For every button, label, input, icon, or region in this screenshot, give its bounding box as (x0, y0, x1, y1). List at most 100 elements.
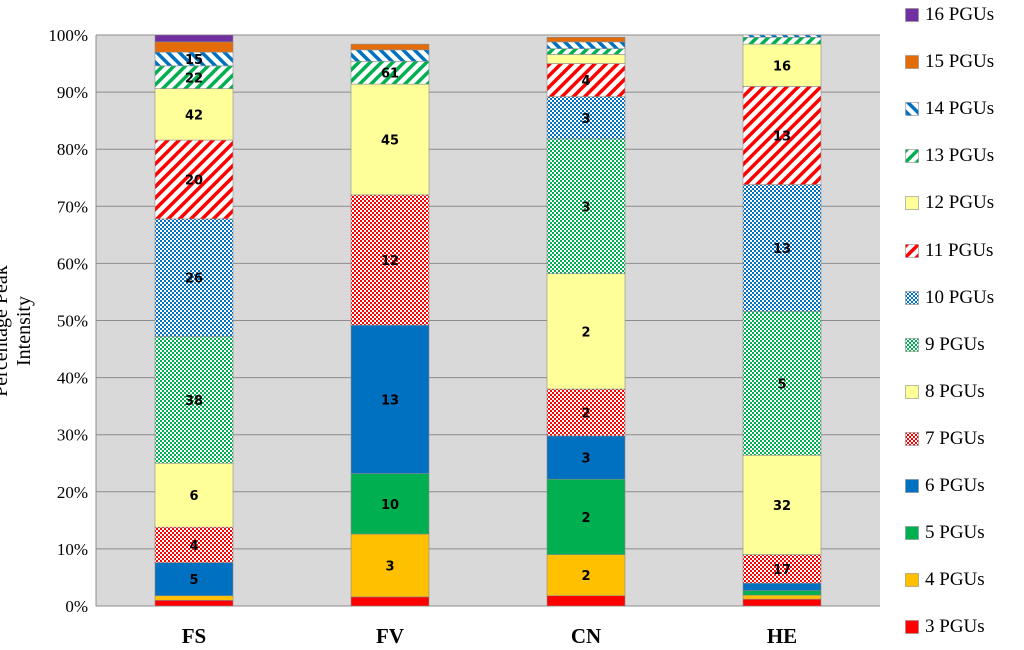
legend: 16 PGUs 15 PGUs 14 PGUs 13 PGUs 12 PGUs 11 PG… (905, 0, 1024, 650)
x-tick-label: FS (182, 624, 207, 648)
y-axis-ticks: 0% 10% 20% 30% 40% 50% 60% 70% 80% 90% 100% (48, 26, 88, 616)
legend-swatch (905, 620, 919, 635)
data-label: 32 (773, 499, 791, 514)
data-label: 13 (773, 129, 791, 144)
data-label: 12 (381, 254, 399, 269)
bar-segment-he-14-pgus (742, 34, 822, 38)
data-label: 10 (381, 498, 399, 513)
legend-label: 6 PGUs (925, 475, 985, 496)
legend-item: 4 PGUs (905, 567, 985, 593)
data-label: 2 (581, 406, 590, 421)
data-label: 15 (185, 53, 203, 68)
bar-segment-cn-15-pgus (546, 36, 626, 43)
data-label: 26 (185, 272, 203, 287)
bar-segment-fs-6-pgus (154, 562, 234, 597)
legend-item: 11 PGUs (905, 238, 993, 264)
bar-segment-fs-7-pgus (154, 526, 234, 563)
bar-segment-he-8-pgus (742, 454, 822, 555)
legend-item: 8 PGUs (905, 379, 985, 405)
bar-segment-he-12-pgus (742, 43, 822, 87)
bar-segment-fs-8-pgus (154, 462, 234, 528)
bar-segment-fv-7-pgus (350, 194, 430, 326)
x-axis-ticks: FS FV CN HE (182, 624, 797, 648)
data-label: 5 (777, 377, 786, 392)
data-label: 3 (581, 200, 590, 215)
data-label: 2 (581, 569, 590, 584)
bar-segment-fs-10-pgus (154, 218, 234, 337)
data-label: 42 (185, 108, 203, 123)
data-label: 13 (773, 242, 791, 257)
data-label: 22 (185, 71, 203, 86)
bar-segment-he-6-pgus (742, 582, 822, 591)
legend-swatch (905, 243, 919, 258)
bar-segment-fv-5-pgus (350, 473, 430, 535)
data-label: 38 (185, 394, 203, 409)
x-tick-label: HE (767, 624, 797, 648)
legend-label: 11 PGUs (925, 239, 994, 261)
legend-swatch (905, 290, 919, 305)
bar-segment-cn-11-pgus (546, 63, 626, 97)
legend-swatch (905, 8, 919, 22)
bar-segment-cn-14-pgus (546, 41, 626, 50)
legend-item: 6 PGUs (905, 473, 985, 499)
bar-segment-he-11-pgus (742, 86, 822, 185)
data-label: 2 (581, 325, 590, 340)
legend-label: 8 PGUs (925, 380, 985, 402)
bar-segment-fv-15-pgus (350, 43, 430, 51)
bar-segment-fv-14-pgus (350, 49, 430, 62)
bar-segment-he-10-pgus (742, 184, 822, 312)
legend-swatch (905, 55, 919, 69)
y-tick-label: 0% (65, 597, 88, 616)
legend-item: 10 PGUs (905, 285, 994, 311)
y-tick-label: 20% (57, 483, 88, 502)
legend-item: 12 PGUs (905, 190, 994, 216)
data-label: 3 (581, 112, 590, 127)
bar-segment-he-13-pgus (742, 36, 822, 45)
legend-swatch (905, 384, 919, 399)
y-tick-label: 30% (57, 426, 88, 445)
legend-item: 3 PGUs (905, 614, 985, 640)
data-label: 4 (189, 539, 198, 554)
bar-segment-fs-11-pgus (154, 139, 234, 220)
bar-segment-cn-9-pgus (546, 138, 626, 274)
legend-swatch (905, 573, 919, 587)
legend-label: 10 PGUs (925, 286, 995, 308)
data-label: 20 (185, 173, 203, 188)
data-label: 17 (773, 563, 791, 578)
legend-label: 3 PGUs (925, 616, 985, 638)
legend-swatch (905, 102, 919, 116)
y-tick-label: 70% (57, 197, 88, 216)
y-axis-label: Percentage Peak Intensity (0, 265, 35, 397)
y-tick-label: 50% (57, 312, 88, 331)
legend-item: 16 PGUs (905, 2, 994, 28)
bar-segment-cn-13-pgus (546, 48, 626, 55)
legend-item: 15 PGUs (905, 49, 994, 75)
data-label: 61 (381, 67, 399, 82)
data-label: 6 (189, 489, 198, 504)
legend-label: 16 PGUs (925, 4, 995, 25)
bar-segment-cn-7-pgus (546, 388, 626, 437)
bar-segment-cn-6-pgus (546, 435, 626, 480)
bar-segment-fv-3-pgus (350, 596, 430, 607)
legend-item: 14 PGUs (905, 96, 994, 122)
y-tick-label: 100% (48, 26, 88, 45)
bar-segment-fv-6-pgus (350, 324, 430, 474)
bar-segment-cn-5-pgus (546, 478, 626, 555)
bar-segment-fs-9-pgus (154, 336, 234, 464)
x-tick-label: CN (571, 624, 601, 648)
bar-segment-he-4-pgus (742, 594, 822, 600)
bar-segment-cn-12-pgus (546, 54, 626, 64)
bar-segment-cn-3-pgus (546, 595, 626, 607)
data-label: 3 (581, 452, 590, 467)
legend-label: 4 PGUs (925, 569, 985, 591)
y-tick-label: 80% (57, 140, 88, 159)
legend-swatch (905, 149, 919, 164)
data-label: 2 (581, 511, 590, 526)
bar-segment-fs-12-pgus (154, 88, 234, 141)
legend-swatch (905, 479, 919, 493)
bars: 5463826204222153101312456122322334173251… (154, 34, 822, 607)
bar-segment-cn-4-pgus (546, 554, 626, 597)
legend-label: 9 PGUs (925, 333, 985, 355)
data-label: 5 (189, 573, 198, 588)
